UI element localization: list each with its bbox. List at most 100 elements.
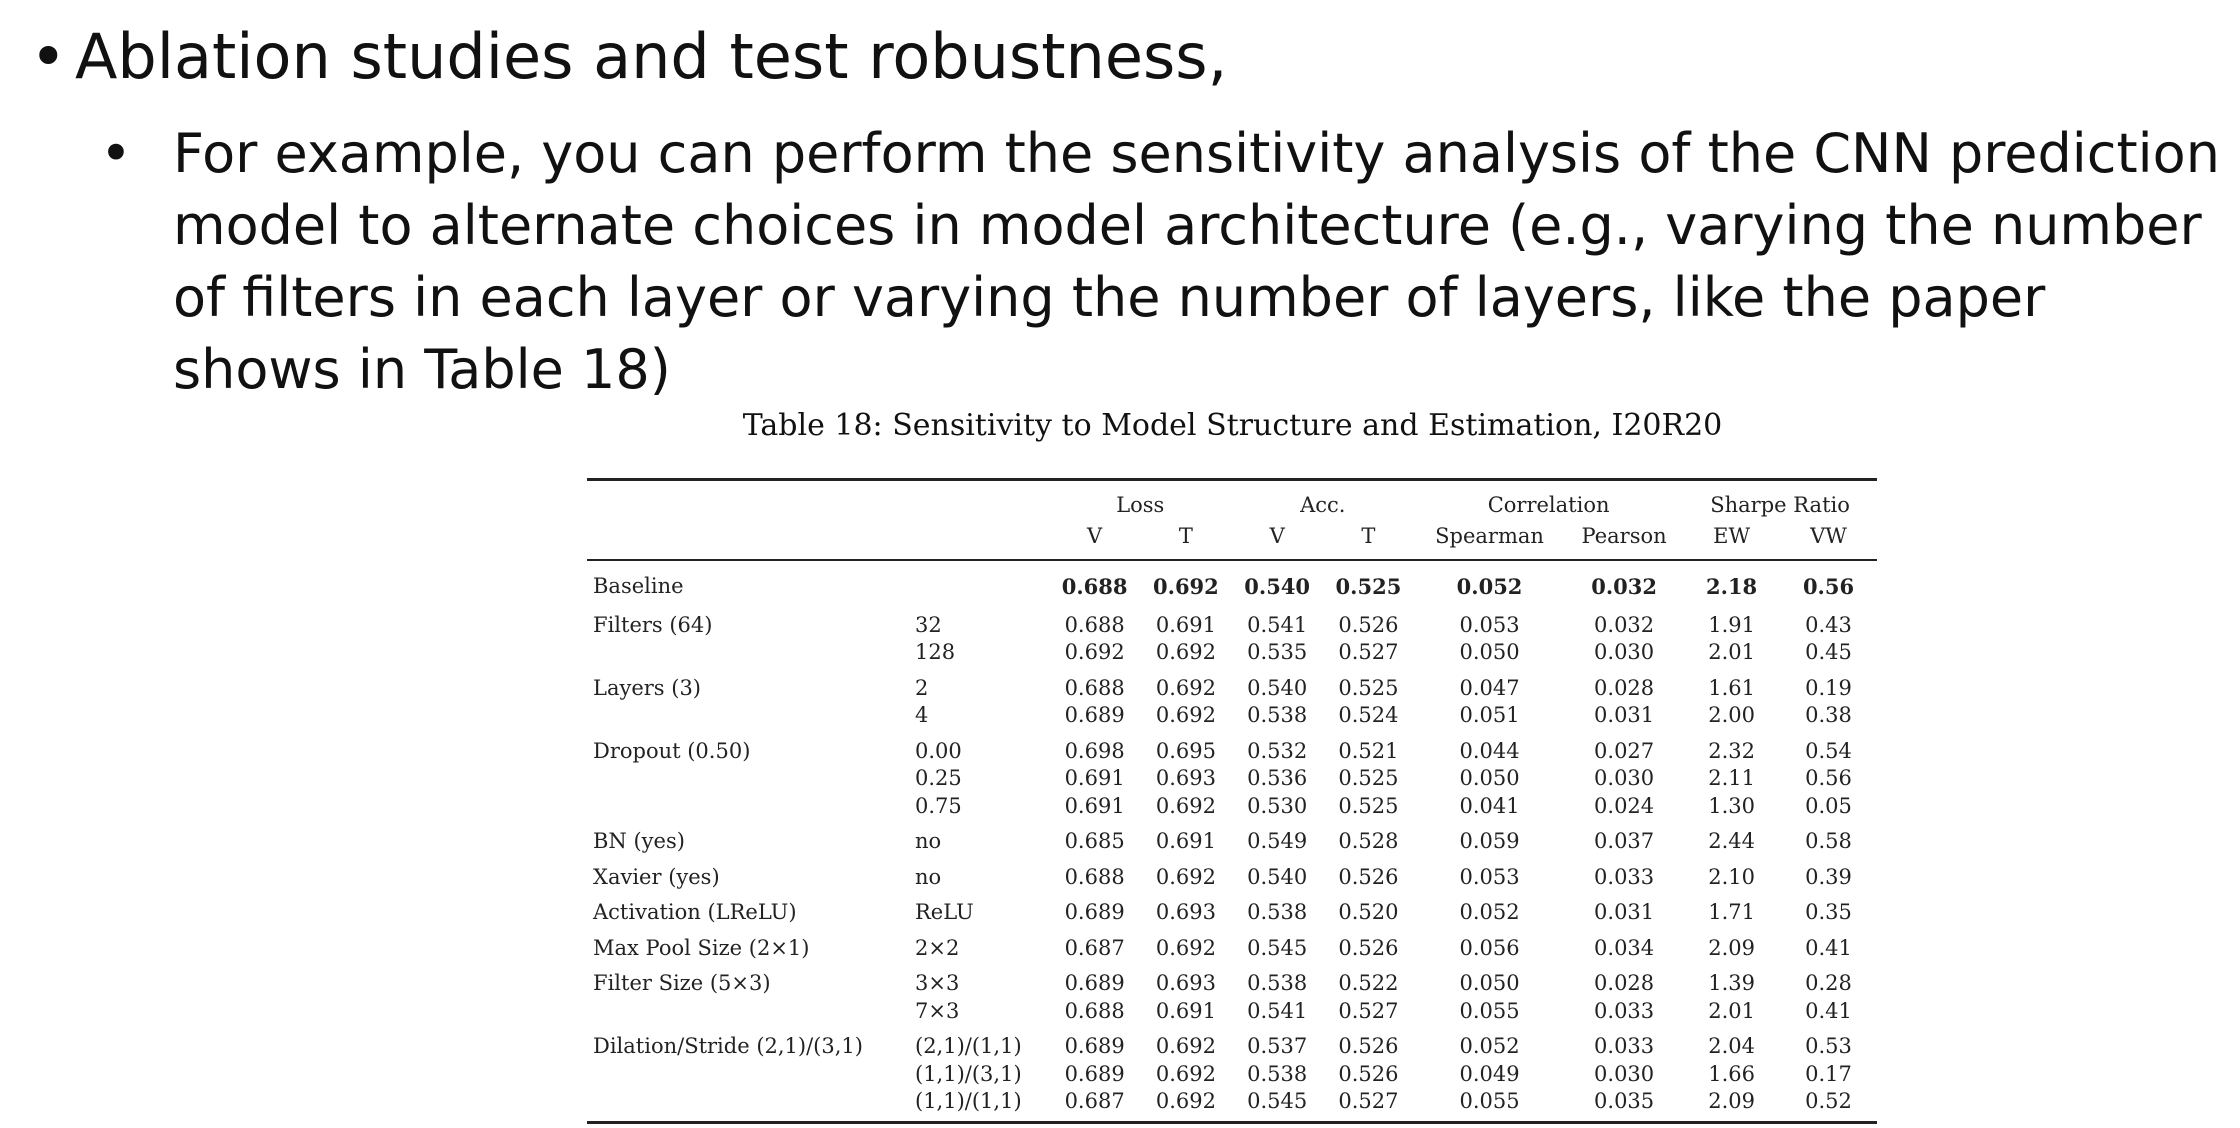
table-row: Xavier (yes) no 0.688 0.692 0.540 0.526 0.053 0…: [587, 855, 1877, 891]
table-cell: 0.692: [1155, 864, 1216, 889]
table-cell: 0.58: [1805, 829, 1852, 854]
subheader: EW: [1683, 521, 1781, 561]
row-label: Activation (LReLU): [593, 900, 797, 925]
table-cell: 0.45: [1805, 640, 1852, 665]
table-cell: 2.10: [1708, 864, 1755, 889]
table-cell: 0.688: [1064, 612, 1125, 637]
table-cell: 0.050: [1459, 766, 1520, 791]
table-cell: 0.540: [1247, 675, 1308, 700]
table-cell: 2.09: [1708, 1089, 1755, 1114]
table-cell: 0.693: [1155, 971, 1216, 996]
table-cell: 0.549: [1247, 829, 1308, 854]
table-cell: 0.691: [1155, 829, 1216, 854]
table-cell: 0.056: [1459, 935, 1520, 960]
table-cell: 0.28: [1805, 971, 1852, 996]
table-cell: 2.01: [1708, 998, 1755, 1023]
table-row: Activation (LReLU) ReLU 0.689 0.693 0.538 0.5…: [587, 891, 1877, 927]
table-cell: 0.530: [1247, 793, 1308, 818]
table-cell: 0.526: [1338, 935, 1399, 960]
table-cell: 0.037: [1594, 829, 1655, 854]
table-cell: 0.041: [1459, 793, 1520, 818]
table-cell: 0.692: [1155, 935, 1216, 960]
row-label: Max Pool Size (2×1): [593, 935, 810, 960]
table-cell: 0.051: [1459, 703, 1520, 728]
table-cell: 0.688: [1064, 998, 1125, 1023]
table-cell: 0.538: [1247, 703, 1308, 728]
table-cell: 0.691: [1155, 612, 1216, 637]
table-cell: 0.693: [1155, 900, 1216, 925]
table-row: Dilation/Stride (2,1)/(3,1) (2,1)/(1,1) 0.…: [587, 1025, 1877, 1061]
row-label: [587, 765, 909, 793]
row-label: [587, 1088, 909, 1122]
table-row: Filter Size (5×3) 3×3 0.689 0.693 0.538 0.522…: [587, 962, 1877, 998]
table-cell: 0.052: [1459, 900, 1520, 925]
row-variant: (1,1)/(1,1): [915, 1089, 1022, 1114]
group-header-acc: Acc.: [1300, 493, 1346, 517]
row-label: Filter Size (5×3): [593, 971, 771, 996]
table-cell: 0.526: [1338, 612, 1399, 637]
table-cell: 0.689: [1064, 703, 1125, 728]
row-label: [587, 997, 909, 1025]
table-cell: 2.18: [1706, 573, 1758, 599]
row-variant: [909, 560, 1049, 603]
table-cell: 0.19: [1805, 675, 1852, 700]
table-cell: 0.059: [1459, 829, 1520, 854]
row-label: Xavier (yes): [593, 864, 720, 889]
row-label: [587, 1060, 909, 1088]
table-cell: 0.030: [1594, 766, 1655, 791]
table-cell: 0.032: [1591, 573, 1657, 599]
row-variant: no: [915, 864, 942, 889]
sub-bullet: • For example, you can perform the sensi…: [100, 118, 2230, 406]
row-label: [587, 792, 909, 820]
row-label: [587, 639, 909, 667]
group-header-correlation: Correlation: [1487, 493, 1610, 517]
table-cell: 0.692: [1155, 703, 1216, 728]
table-cell: 0.027: [1594, 738, 1655, 763]
table-cell: 0.56: [1805, 766, 1852, 791]
table-cell: 2.11: [1708, 766, 1755, 791]
table-cell: 0.028: [1594, 971, 1655, 996]
row-variant: 0.25: [915, 766, 962, 791]
table-cell: 0.526: [1338, 1061, 1399, 1086]
subheader: Spearman: [1414, 521, 1566, 561]
table-cell: 0.692: [1155, 793, 1216, 818]
table-cell: 0.540: [1247, 864, 1308, 889]
row-label: Dilation/Stride (2,1)/(3,1): [593, 1034, 863, 1059]
table-cell: 0.538: [1247, 900, 1308, 925]
table-cell: 0.538: [1247, 971, 1308, 996]
table-cell: 0.692: [1155, 675, 1216, 700]
row-variant: (2,1)/(1,1): [915, 1034, 1022, 1059]
table-cell: 0.687: [1064, 1089, 1125, 1114]
main-bullet-text: Ablation studies and test robustness,: [75, 20, 1228, 93]
table-cell: 0.527: [1338, 640, 1399, 665]
header-blank: [587, 521, 909, 561]
table-cell: 0.525: [1338, 793, 1399, 818]
table-cell: 0.56: [1802, 573, 1855, 599]
table-cell: 0.527: [1338, 1089, 1399, 1114]
table-cell: 0.052: [1456, 573, 1523, 599]
table-cell: 1.66: [1708, 1061, 1755, 1086]
row-label: Layers (3): [593, 675, 701, 700]
table-cell: 0.537: [1247, 1034, 1308, 1059]
table-cell: 1.30: [1708, 793, 1755, 818]
table-cell: 0.685: [1064, 829, 1125, 854]
table-cell: 0.522: [1338, 971, 1399, 996]
main-bullet: • Ablation studies and test robustness,: [30, 20, 1227, 93]
table-cell: 0.689: [1064, 900, 1125, 925]
table-cell: 0.053: [1459, 612, 1520, 637]
table-cell: 0.033: [1594, 864, 1655, 889]
subheader: T: [1322, 521, 1415, 561]
table-cell: 0.53: [1805, 1034, 1852, 1059]
table-cell: 0.35: [1805, 900, 1852, 925]
table-cell: 0.688: [1064, 864, 1125, 889]
table-cell: 1.39: [1708, 971, 1755, 996]
table-cell: 0.031: [1594, 900, 1655, 925]
row-variant: 3×3: [915, 971, 960, 996]
table-row: 0.25 0.691 0.693 0.536 0.525 0.050 0.030 2.11 0.…: [587, 765, 1877, 793]
table-cell: 0.030: [1594, 640, 1655, 665]
table-cell: 0.031: [1594, 703, 1655, 728]
table-cell: 0.525: [1338, 766, 1399, 791]
table-row: Filters (64) 32 0.688 0.691 0.541 0.526 0.053 0…: [587, 603, 1877, 639]
table-cell: 2.09: [1708, 935, 1755, 960]
table-row: 0.75 0.691 0.692 0.530 0.525 0.041 0.024 1.30 0.…: [587, 792, 1877, 820]
